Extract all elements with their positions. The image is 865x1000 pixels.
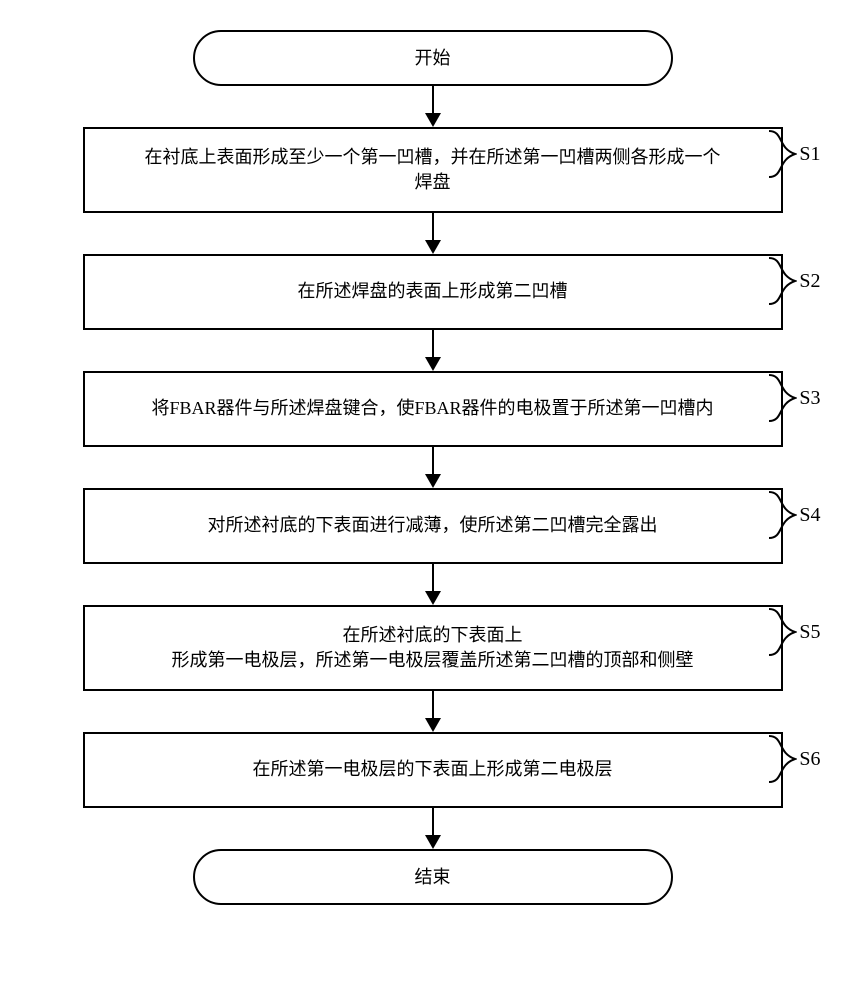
step-label: S6 xyxy=(767,734,820,784)
process-step-s1: 在衬底上表面形成至少一个第一凹槽，并在所述第一凹槽两侧各形成一个焊盘 xyxy=(83,127,783,213)
step-wrap: 在衬底上表面形成至少一个第一凹槽，并在所述第一凹槽两侧各形成一个焊盘S1 xyxy=(53,127,813,213)
arrow xyxy=(425,447,441,488)
step-label: S4 xyxy=(767,490,820,540)
end-terminator: 结束 xyxy=(193,849,673,905)
step-label-text: S1 xyxy=(799,143,820,166)
step-label-text: S6 xyxy=(799,748,820,771)
process-step-s3: 将FBAR器件与所述焊盘键合，使FBAR器件的电极置于所述第一凹槽内 xyxy=(83,371,783,447)
step-label: S5 xyxy=(767,607,820,657)
process-text: 将FBAR器件与所述焊盘键合，使FBAR器件的电极置于所述第一凹槽内 xyxy=(151,396,713,421)
step-wrap: 在所述第一电极层的下表面上形成第二电极层S6 xyxy=(53,732,813,808)
step-label-text: S5 xyxy=(799,621,820,644)
arrow xyxy=(425,330,441,371)
arrow xyxy=(425,86,441,127)
arrow xyxy=(425,564,441,605)
step-label-text: S3 xyxy=(799,387,820,410)
step-wrap: 将FBAR器件与所述焊盘键合，使FBAR器件的电极置于所述第一凹槽内S3 xyxy=(53,371,813,447)
process-text: 在所述衬底的下表面上 xyxy=(343,623,523,648)
arrow xyxy=(425,808,441,849)
arrow xyxy=(425,213,441,254)
process-text: 在衬底上表面形成至少一个第一凹槽，并在所述第一凹槽两侧各形成一个 xyxy=(145,145,721,170)
process-text: 在所述第一电极层的下表面上形成第二电极层 xyxy=(253,757,613,782)
step-label: S2 xyxy=(767,256,820,306)
process-step-s4: 对所述衬底的下表面进行减薄，使所述第二凹槽完全露出 xyxy=(83,488,783,564)
step-wrap: 在所述衬底的下表面上形成第一电极层，所述第一电极层覆盖所述第二凹槽的顶部和侧壁S… xyxy=(53,605,813,691)
process-step-s5: 在所述衬底的下表面上形成第一电极层，所述第一电极层覆盖所述第二凹槽的顶部和侧壁 xyxy=(83,605,783,691)
step-label-text: S2 xyxy=(799,270,820,293)
process-text: 对所述衬底的下表面进行减薄，使所述第二凹槽完全露出 xyxy=(208,513,658,538)
step-label: S1 xyxy=(767,129,820,179)
start-terminator: 开始 xyxy=(193,30,673,86)
process-step-s2: 在所述焊盘的表面上形成第二凹槽 xyxy=(83,254,783,330)
step-label-text: S4 xyxy=(799,504,820,527)
step-wrap: 对所述衬底的下表面进行减薄，使所述第二凹槽完全露出S4 xyxy=(53,488,813,564)
flowchart-container: 开始 在衬底上表面形成至少一个第一凹槽，并在所述第一凹槽两侧各形成一个焊盘S1在… xyxy=(53,30,813,905)
process-step-s6: 在所述第一电极层的下表面上形成第二电极层 xyxy=(83,732,783,808)
process-text: 焊盘 xyxy=(415,170,451,195)
process-text: 形成第一电极层，所述第一电极层覆盖所述第二凹槽的顶部和侧壁 xyxy=(172,648,694,673)
step-label: S3 xyxy=(767,373,820,423)
step-wrap: 在所述焊盘的表面上形成第二凹槽S2 xyxy=(53,254,813,330)
process-text: 在所述焊盘的表面上形成第二凹槽 xyxy=(298,279,568,304)
arrow xyxy=(425,691,441,732)
